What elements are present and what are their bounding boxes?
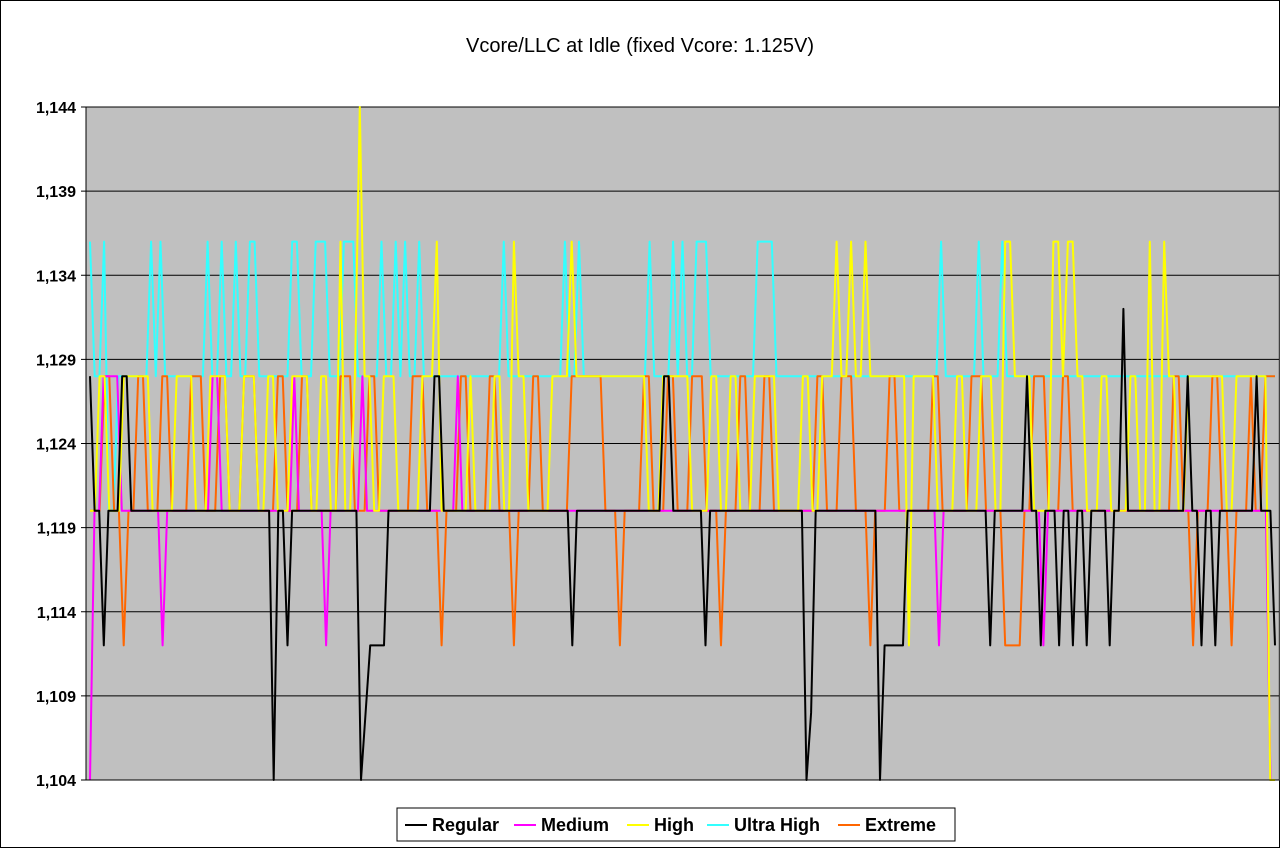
y-tick-label: 1,109 — [36, 689, 76, 706]
series-lines — [89, 106, 1276, 781]
y-tick-label: 1,134 — [36, 268, 76, 285]
legend-label: Ultra High — [734, 815, 820, 835]
y-tick-label: 1,114 — [37, 605, 76, 622]
legend-label: Medium — [541, 815, 609, 835]
y-tick-label: 1,104 — [36, 773, 76, 790]
series-line-high — [90, 106, 1275, 781]
legend-label: High — [654, 815, 694, 835]
legend-box — [396, 807, 956, 842]
y-tick-label: 1,129 — [36, 352, 76, 369]
series-line-regular — [89, 307, 1276, 781]
gridlines — [86, 106, 1279, 697]
y-tick-label: 1,124 — [36, 437, 76, 454]
y-tick-label: 1,139 — [36, 184, 76, 201]
y-tick-label: 1,144 — [36, 100, 76, 117]
y-axis-ticks: 1,104 1,109 1,114 1,119 1,124 1,129 1,134 1,139… — [36, 100, 86, 790]
legend-label: Regular — [432, 815, 499, 835]
y-tick-label: 1,119 — [37, 521, 76, 538]
legend: Regular Medium High Ultra High Extreme — [396, 807, 956, 842]
legend-label: Extreme — [865, 815, 936, 835]
chart-title: Vcore/LLC at Idle (fixed Vcore: 1.125V) — [466, 35, 814, 57]
